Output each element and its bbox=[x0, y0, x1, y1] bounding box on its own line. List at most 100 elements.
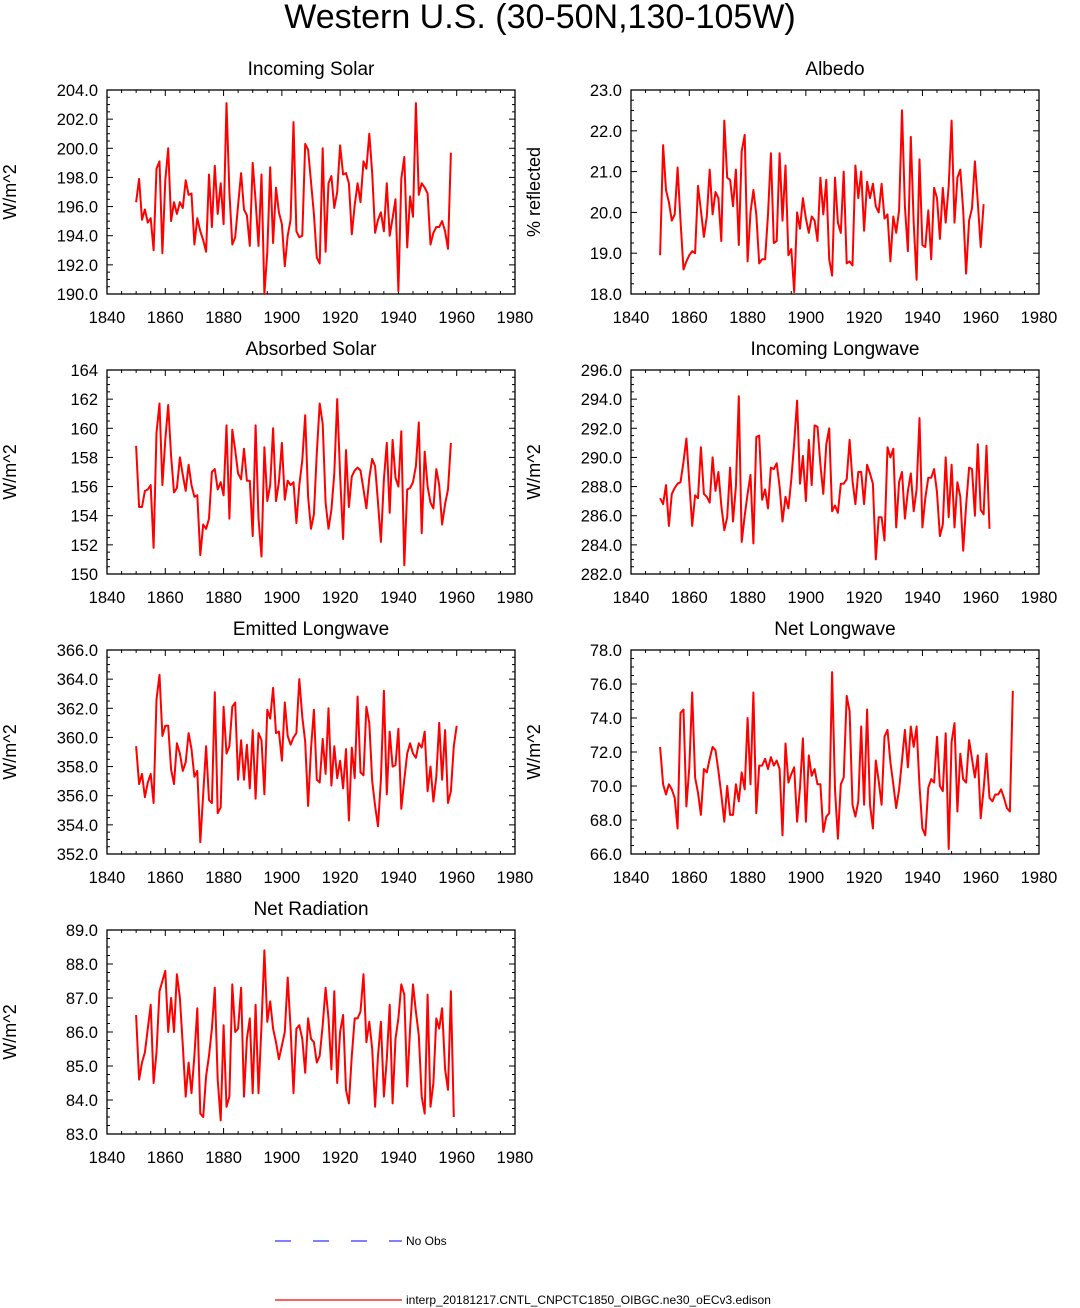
x-tick-label: 1980 bbox=[1021, 589, 1058, 607]
y-tick-label: 66.0 bbox=[590, 846, 622, 864]
y-tick-label: 20.0 bbox=[590, 204, 622, 222]
y-axis-label: % reflected bbox=[524, 147, 544, 237]
y-tick-label: 68.0 bbox=[590, 812, 622, 830]
y-tick-label: 70.0 bbox=[590, 778, 622, 796]
legend-obs-label: No Obs bbox=[406, 1234, 447, 1248]
y-tick-label: 150 bbox=[70, 566, 98, 584]
panel-net-longwave: Net Longwave 1840 1860 1880 1900 1920 1940 1960… bbox=[524, 619, 1057, 887]
y-tick-label: 196.0 bbox=[57, 199, 98, 217]
x-tick-label: 1960 bbox=[438, 589, 475, 607]
x-tick-label: 1880 bbox=[205, 309, 242, 327]
x-tick-label: 1900 bbox=[263, 869, 300, 887]
panel-title: Incoming Longwave bbox=[751, 339, 920, 360]
x-tick-label: 1920 bbox=[846, 869, 883, 887]
y-tick-label: 190.0 bbox=[57, 286, 98, 304]
y-tick-label: 158 bbox=[70, 449, 98, 467]
y-tick-label: 202.0 bbox=[57, 111, 98, 129]
x-tick-label: 1880 bbox=[205, 589, 242, 607]
x-tick-label: 1940 bbox=[380, 589, 417, 607]
y-tick-label: 18.0 bbox=[590, 286, 622, 304]
y-tick-label: 74.0 bbox=[590, 710, 622, 728]
y-tick-label: 286.0 bbox=[581, 508, 622, 526]
figure-title: Western U.S. (30-50N,130-105W) bbox=[284, 0, 795, 36]
panel-absorbed-solar: Absorbed Solar 1840 1860 1880 1900 1920 1940 19… bbox=[0, 339, 533, 607]
y-tick-label: 362.0 bbox=[57, 700, 98, 718]
x-tick-label: 1900 bbox=[263, 309, 300, 327]
x-tick-label: 1920 bbox=[322, 1149, 359, 1167]
panel-title: Incoming Solar bbox=[248, 59, 375, 80]
series-line-model bbox=[135, 102, 452, 295]
y-tick-label: 290.0 bbox=[581, 449, 622, 467]
y-tick-label: 83.0 bbox=[66, 1126, 98, 1144]
x-tick-label: 1940 bbox=[380, 1149, 417, 1167]
panel-title: Net Radiation bbox=[253, 899, 368, 920]
y-tick-label: 292.0 bbox=[581, 420, 622, 438]
panel-emitted-longwave: Emitted Longwave 1840 1860 1880 1900 1920 1940… bbox=[0, 619, 533, 887]
x-tick-label: 1880 bbox=[729, 309, 766, 327]
x-tick-label: 1860 bbox=[671, 309, 708, 327]
y-tick-label: 364.0 bbox=[57, 671, 98, 689]
x-tick-label: 1860 bbox=[147, 589, 184, 607]
x-tick-label: 1940 bbox=[904, 869, 941, 887]
x-tick-label: 1860 bbox=[147, 869, 184, 887]
series-line-model bbox=[659, 109, 985, 293]
x-tick-label: 1880 bbox=[205, 869, 242, 887]
x-tick-label: 1920 bbox=[322, 589, 359, 607]
y-tick-label: 88.0 bbox=[66, 956, 98, 974]
legend: No Obs interp_20181217.CNTL_CNPCTC1850_O… bbox=[275, 1234, 771, 1307]
x-tick-label: 1980 bbox=[497, 309, 534, 327]
y-tick-label: 162 bbox=[70, 391, 98, 409]
y-tick-label: 204.0 bbox=[57, 82, 98, 100]
y-axis-label: W/m^2 bbox=[0, 724, 20, 779]
x-tick-label: 1960 bbox=[962, 589, 999, 607]
x-tick-label: 1960 bbox=[962, 869, 999, 887]
x-tick-label: 1960 bbox=[438, 309, 475, 327]
y-tick-label: 296.0 bbox=[581, 362, 622, 380]
y-tick-label: 23.0 bbox=[590, 82, 622, 100]
panels-group: Incoming Solar 1840 1860 1880 1900 1920 1940 19… bbox=[0, 59, 1057, 1167]
y-tick-label: 294.0 bbox=[581, 391, 622, 409]
series-line-model bbox=[659, 395, 991, 561]
series-line-model bbox=[135, 398, 452, 567]
x-tick-label: 1840 bbox=[613, 869, 650, 887]
x-tick-label: 1900 bbox=[787, 869, 824, 887]
panel-title: Absorbed Solar bbox=[246, 339, 378, 360]
x-tick-label: 1940 bbox=[904, 309, 941, 327]
y-tick-label: 87.0 bbox=[66, 990, 98, 1008]
x-tick-label: 1860 bbox=[671, 869, 708, 887]
x-tick-label: 1940 bbox=[380, 309, 417, 327]
panel-title: Emitted Longwave bbox=[233, 619, 389, 640]
y-axis-label: W/m^2 bbox=[0, 444, 20, 499]
y-axis-label: W/m^2 bbox=[524, 444, 544, 499]
series-line-model bbox=[135, 673, 458, 844]
x-tick-label: 1920 bbox=[322, 309, 359, 327]
y-axis-label: W/m^2 bbox=[0, 164, 20, 219]
legend-model-label: interp_20181217.CNTL_CNPCTC1850_OIBGC.ne… bbox=[406, 1293, 771, 1307]
panel-title: Net Longwave bbox=[774, 619, 895, 640]
x-tick-label: 1900 bbox=[787, 589, 824, 607]
x-tick-label: 1980 bbox=[497, 589, 534, 607]
y-tick-label: 282.0 bbox=[581, 566, 622, 584]
x-tick-label: 1900 bbox=[263, 1149, 300, 1167]
x-tick-label: 1840 bbox=[89, 1149, 126, 1167]
x-tick-label: 1980 bbox=[497, 1149, 534, 1167]
plot-frame bbox=[106, 369, 516, 575]
y-tick-label: 78.0 bbox=[590, 642, 622, 660]
x-tick-label: 1920 bbox=[846, 589, 883, 607]
x-tick-label: 1980 bbox=[1021, 309, 1058, 327]
y-tick-label: 354.0 bbox=[57, 817, 98, 835]
y-axis-label: W/m^2 bbox=[0, 1004, 20, 1059]
y-tick-label: 86.0 bbox=[66, 1024, 98, 1042]
panel-incoming-solar: Incoming Solar 1840 1860 1880 1900 1920 1940 19… bbox=[0, 59, 533, 327]
y-tick-label: 156 bbox=[70, 479, 98, 497]
y-tick-label: 19.0 bbox=[590, 245, 622, 263]
x-tick-label: 1920 bbox=[846, 309, 883, 327]
x-tick-label: 1860 bbox=[671, 589, 708, 607]
y-tick-label: 84.0 bbox=[66, 1092, 98, 1110]
y-tick-label: 160 bbox=[70, 420, 98, 438]
x-tick-label: 1900 bbox=[263, 589, 300, 607]
x-tick-label: 1960 bbox=[438, 869, 475, 887]
y-tick-label: 194.0 bbox=[57, 228, 98, 246]
x-tick-label: 1840 bbox=[613, 589, 650, 607]
